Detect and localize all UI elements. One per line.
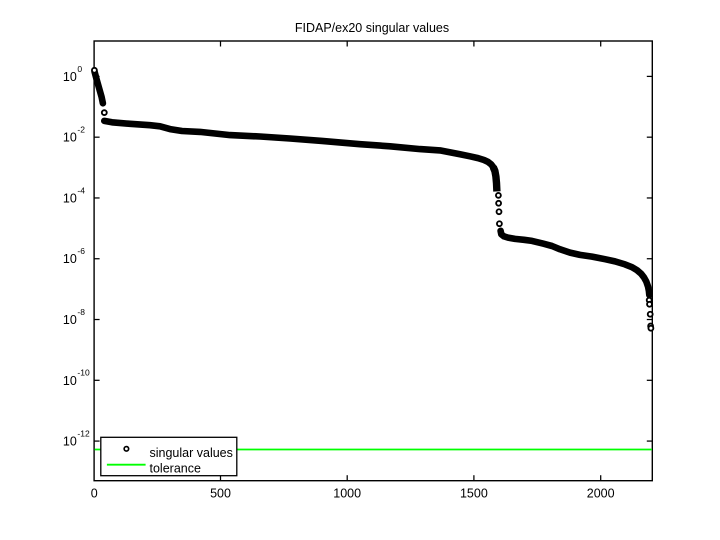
svg-text:0: 0 <box>91 486 98 500</box>
svg-text:10: 10 <box>63 70 77 84</box>
svg-text:10: 10 <box>63 252 77 266</box>
svg-text:-4: -4 <box>77 185 85 195</box>
svg-text:tolerance: tolerance <box>150 461 201 475</box>
svg-text:-8: -8 <box>77 307 85 317</box>
svg-text:FIDAP/ex20 singular values: FIDAP/ex20 singular values <box>295 21 449 35</box>
svg-text:singular values: singular values <box>150 446 233 460</box>
svg-text:1500: 1500 <box>460 486 488 500</box>
svg-text:10: 10 <box>63 313 77 327</box>
svg-text:-6: -6 <box>77 246 85 256</box>
svg-text:500: 500 <box>210 486 231 500</box>
svg-text:1000: 1000 <box>333 486 361 500</box>
svg-text:10: 10 <box>63 374 77 388</box>
svg-text:-2: -2 <box>77 125 85 135</box>
svg-text:-10: -10 <box>77 368 90 378</box>
svg-text:10: 10 <box>63 435 77 449</box>
svg-text:10: 10 <box>63 131 77 145</box>
svg-text:2000: 2000 <box>587 486 615 500</box>
svg-text:10: 10 <box>63 192 77 206</box>
svg-text:0: 0 <box>77 64 82 74</box>
svg-text:-12: -12 <box>77 429 90 439</box>
